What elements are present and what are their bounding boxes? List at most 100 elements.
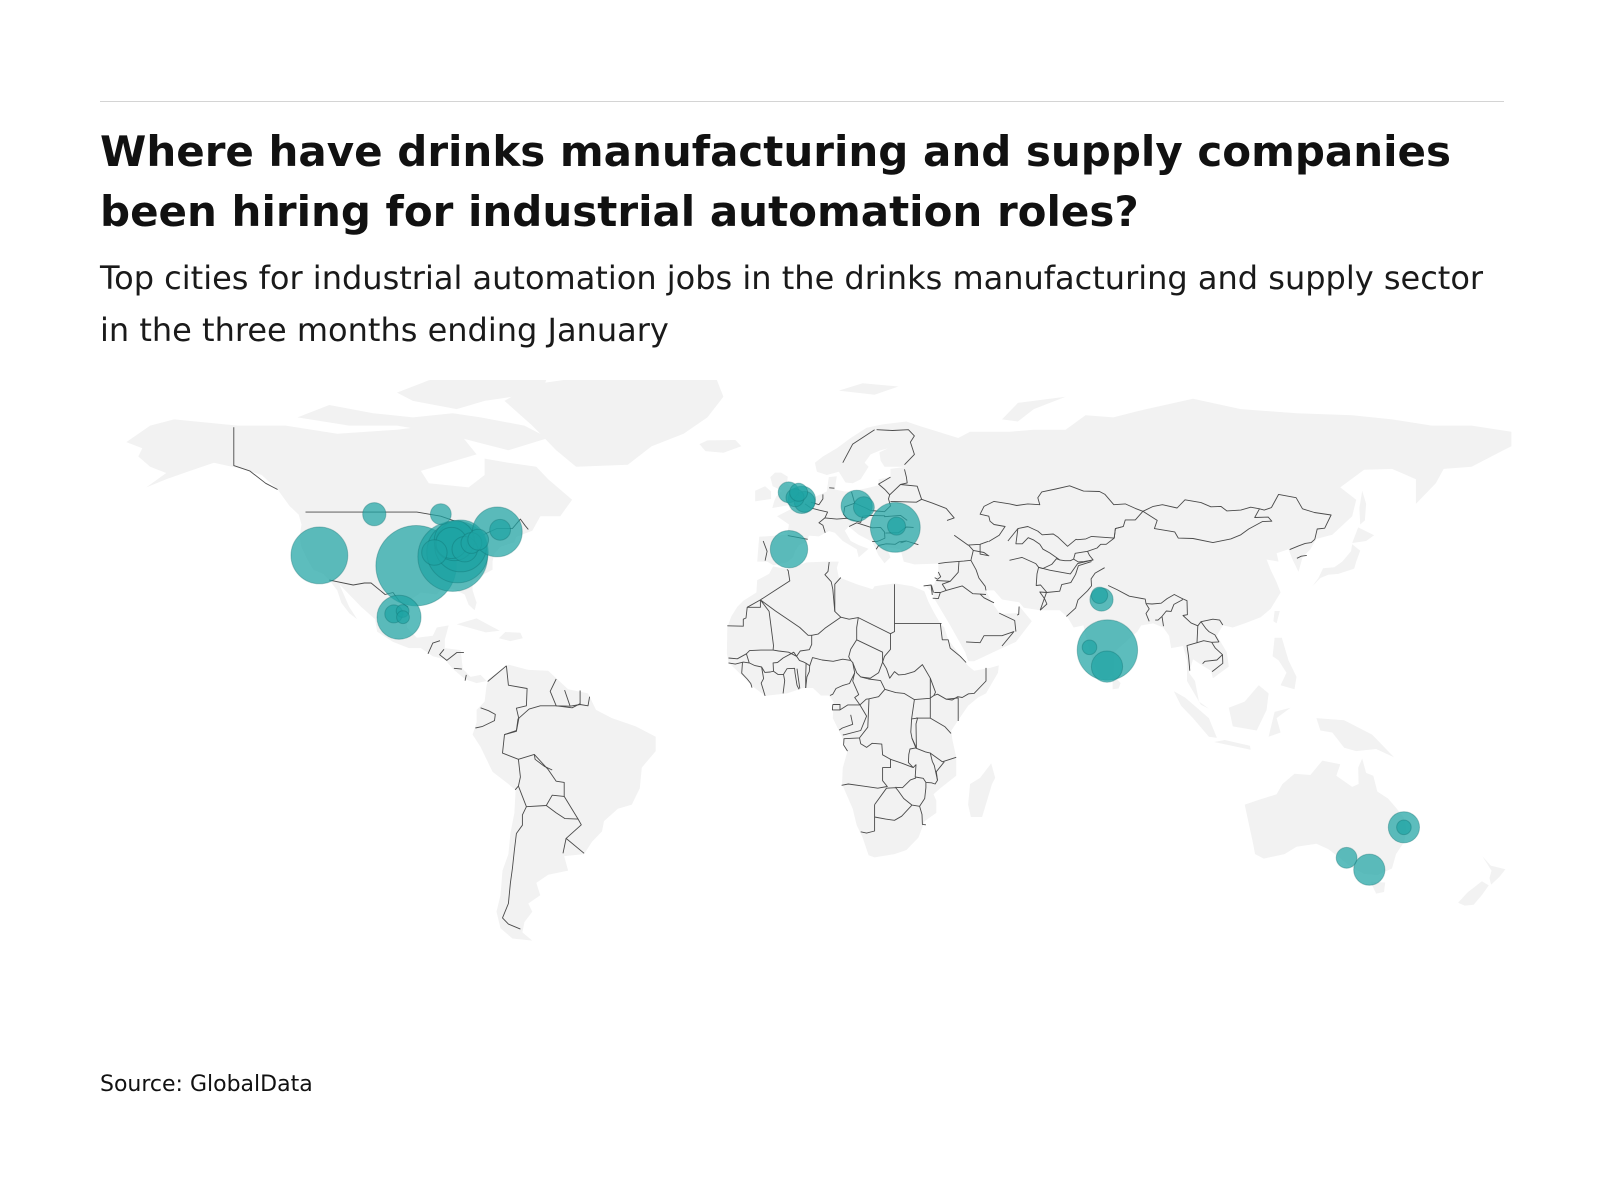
country-border [564,689,571,707]
country-border [453,667,462,670]
bubble-layer [290,481,1421,886]
country-border [932,592,941,600]
country-border [518,753,585,854]
country-border [1059,551,1094,563]
country-border [973,549,989,556]
country-border [970,560,987,591]
country-border [760,599,813,657]
country-border [874,804,913,821]
country-border [533,754,553,771]
country-border [892,429,915,466]
country-border [1015,528,1061,570]
country-border [860,804,876,834]
country-border [1142,499,1272,512]
chart-subtitle: Top cities for industrial automation job… [100,259,1484,349]
country-border [1155,616,1163,621]
country-border [728,661,750,665]
land-taiwan [1273,611,1280,624]
country-border [889,469,908,496]
country-border [840,616,931,695]
country-border [842,429,875,463]
country-border [502,806,527,930]
country-border [832,704,868,736]
country-border [946,697,959,721]
country-border [921,498,955,521]
land-eurasia [757,398,1512,709]
city-bubble [1353,853,1386,886]
country-border [760,666,766,697]
country-border [874,787,920,807]
country-border [1066,567,1105,617]
country-border [979,485,1144,543]
country-border [1182,598,1199,671]
country-border [1289,538,1316,551]
country-border [931,585,934,593]
land-philippines [1272,637,1297,690]
land-java [1214,740,1251,750]
city-bubble [421,539,448,566]
country-border [746,569,791,608]
city-bubble [362,502,387,527]
city-bubble [1090,586,1109,605]
land-borneo [1228,685,1269,731]
city-bubble [1396,819,1412,836]
country-border [741,662,753,688]
country-border [843,698,870,752]
country-border [895,777,917,789]
land-ireland [755,486,772,502]
land-hispaniola [498,632,523,642]
country-border [856,639,884,663]
country-border [979,544,990,557]
land-sulawesi [1268,707,1291,737]
country-border [911,738,938,785]
top-rule [100,101,1504,102]
country-border [439,649,464,661]
land-new-guinea [1316,718,1394,758]
country-border [728,649,774,660]
country-border [727,599,761,627]
land-sumatra [1173,691,1217,738]
country-border [935,761,945,781]
land-hokkaido [1352,527,1375,543]
country-border [1145,603,1150,622]
land-svalbard [838,383,899,395]
city-bubble [769,530,809,569]
country-border [890,484,923,503]
country-border [999,612,1017,632]
country-border [834,577,842,612]
country-border [923,584,933,595]
country-border [979,593,995,604]
land-layer [126,380,1512,941]
country-border [796,668,801,689]
city-bubble [290,526,349,585]
country-border [934,580,951,593]
country-border [487,665,507,682]
chart-title: Where have drinks manufacturing and supp… [100,127,1452,236]
country-border [841,737,891,789]
land-tasmania [1370,881,1386,894]
country-border [852,661,884,679]
city-bubble [1081,639,1098,656]
country-border [1113,526,1124,539]
city-bubble [396,610,410,625]
land-novaya-zemlya [1002,396,1066,422]
land-arctic-2 [397,380,547,410]
city-bubble [789,482,809,502]
land-australia [1244,758,1407,876]
country-border [745,653,786,694]
country-border [890,699,917,769]
country-border [1211,654,1224,672]
country-border [772,651,851,672]
country-border [936,561,960,582]
land-new-zealand-south [1458,881,1489,906]
country-border [876,429,893,431]
country-border [838,714,854,731]
country-border [1296,554,1307,559]
country-border [1197,618,1224,627]
country-border [831,704,840,711]
country-border [878,476,891,491]
country-border [1271,493,1332,540]
country-border [805,665,811,689]
city-bubble [1335,846,1358,869]
country-border [464,674,467,681]
